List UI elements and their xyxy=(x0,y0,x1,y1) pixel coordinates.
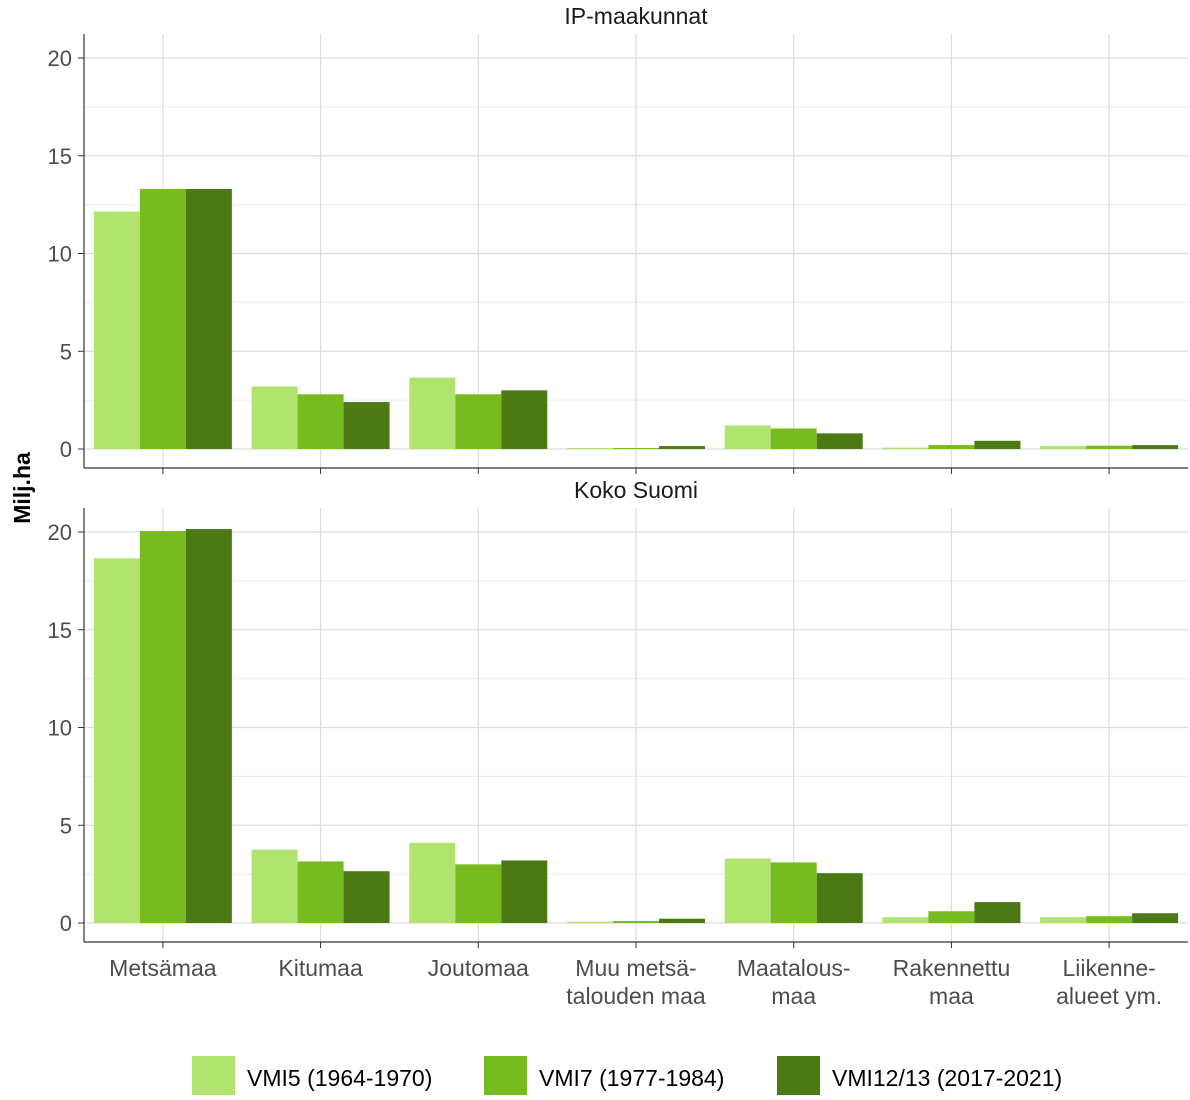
x-tick-label: Kitumaa xyxy=(278,955,363,981)
panel-title: Koko Suomi xyxy=(574,477,698,503)
legend-label: VMI5 (1964-1970) xyxy=(247,1065,432,1091)
y-tick-label: 15 xyxy=(48,144,72,169)
bar xyxy=(343,871,390,923)
bar xyxy=(93,558,140,923)
panel-title: IP-maakunnat xyxy=(564,3,708,29)
x-tick-label: Muu metsä-talouden maa xyxy=(566,955,706,1009)
x-tick-label: Liikenne-alueet ym. xyxy=(1056,955,1162,1009)
bar xyxy=(770,862,817,923)
bar xyxy=(1132,445,1179,449)
y-axis-title: Milj.ha xyxy=(9,452,35,524)
bar xyxy=(501,860,548,923)
bar xyxy=(185,188,232,450)
bar xyxy=(409,842,456,923)
bar xyxy=(613,921,659,923)
y-tick-label: 15 xyxy=(48,618,72,643)
legend-key xyxy=(777,1056,820,1099)
bar xyxy=(1040,917,1087,923)
bar xyxy=(251,386,298,449)
bar xyxy=(724,858,771,923)
bar xyxy=(724,425,771,449)
bar xyxy=(297,394,344,449)
bar xyxy=(1040,446,1087,449)
bar xyxy=(974,440,1021,449)
x-tick-label: Maatalous-maa xyxy=(737,955,851,1009)
bar xyxy=(139,188,186,450)
bar xyxy=(770,428,817,449)
bar xyxy=(567,448,613,449)
y-tick-label: 20 xyxy=(48,520,72,545)
y-tick-label: 5 xyxy=(60,813,72,838)
bar xyxy=(93,211,140,449)
bar xyxy=(1132,913,1179,923)
bar xyxy=(251,849,298,923)
bar xyxy=(297,861,344,923)
bar xyxy=(816,873,863,923)
bar xyxy=(455,864,502,923)
y-tick-label: 20 xyxy=(48,46,72,71)
bar xyxy=(455,394,502,449)
y-tick-label: 5 xyxy=(60,339,72,364)
bar xyxy=(139,531,186,923)
x-tick-label: Rakennettu maa xyxy=(893,955,1011,1009)
y-tick-label: 10 xyxy=(48,716,72,741)
bar xyxy=(882,917,929,923)
bar xyxy=(974,902,1021,923)
x-tick-label: Joutomaa xyxy=(428,955,529,981)
bar xyxy=(816,433,863,449)
bar xyxy=(1086,916,1133,923)
bar xyxy=(185,529,232,923)
legend-key xyxy=(484,1056,527,1099)
bar xyxy=(882,447,929,449)
bar xyxy=(501,390,548,449)
y-tick-label: 10 xyxy=(48,242,72,267)
bar xyxy=(928,445,975,449)
bar xyxy=(659,446,705,449)
bar xyxy=(928,911,975,923)
legend-key xyxy=(192,1056,235,1099)
x-tick-label: Metsämaa xyxy=(109,955,217,981)
bar xyxy=(1086,445,1133,449)
bar xyxy=(343,402,390,449)
legend-label: VMI7 (1977-1984) xyxy=(539,1065,724,1091)
y-tick-label: 0 xyxy=(60,437,72,462)
legend-label: VMI12/13 (2017-2021) xyxy=(832,1065,1062,1091)
bar xyxy=(409,377,456,449)
bar xyxy=(659,918,705,923)
bar xyxy=(613,448,659,449)
bar xyxy=(567,921,613,923)
y-tick-label: 0 xyxy=(60,911,72,936)
